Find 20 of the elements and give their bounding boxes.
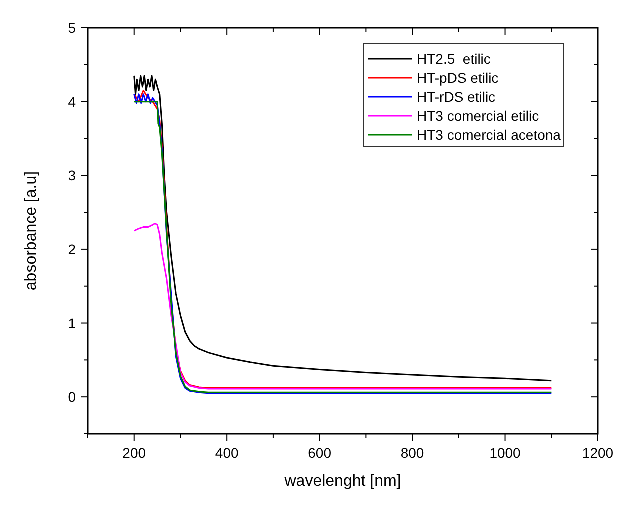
x-tick-label: 200 <box>122 445 146 461</box>
line-series <box>134 222 552 390</box>
y-tick-label: 3 <box>68 168 76 184</box>
legend-label: HT-rDS etilic <box>417 89 496 105</box>
x-tick-label: 1200 <box>582 445 614 461</box>
legend-label: HT2.5 etilic <box>417 51 491 67</box>
x-tick-label: 1000 <box>490 445 522 461</box>
y-tick-label: 0 <box>68 389 76 406</box>
x-tick-label: 400 <box>215 445 239 461</box>
y-tick-label: 5 <box>68 20 76 36</box>
x-tick-label: 800 <box>400 445 424 461</box>
x-axis-title: wavelenght [nm] <box>284 473 402 490</box>
y-tick-label: 4 <box>68 94 76 110</box>
legend-label: HT-pDS etilic <box>417 70 499 86</box>
y-tick-label: 1 <box>68 315 76 332</box>
y-tick-label: 2 <box>68 241 76 258</box>
legend-label: HT3 comercial acetona <box>417 127 562 143</box>
y-axis-title: absorbance [a.u] <box>23 171 40 291</box>
legend-label: HT3 comercial etilic <box>417 108 540 124</box>
x-tick-label: 600 <box>308 445 332 461</box>
